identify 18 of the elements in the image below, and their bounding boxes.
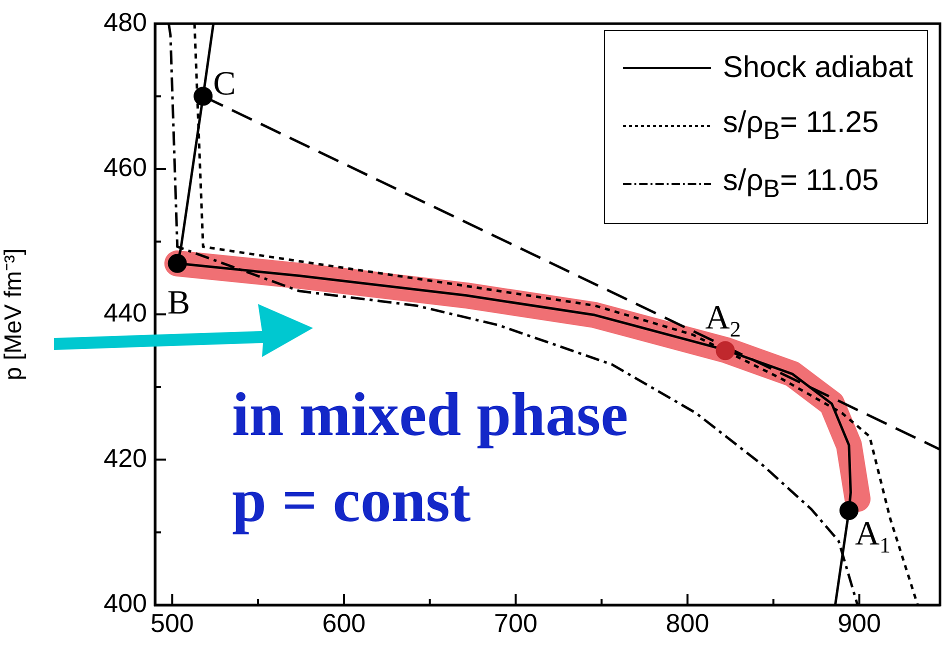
y-tick-label: 480: [104, 6, 147, 37]
annotation: in mixed phase: [232, 380, 628, 451]
x-tick-label: 900: [838, 608, 881, 638]
x-tick-label: 700: [494, 608, 538, 638]
annotation: B: [167, 284, 190, 322]
y-axis-title: p [MeV fm⁻³]: [0, 248, 28, 380]
y-tick-label: 440: [104, 297, 147, 328]
x-tick-label: 600: [322, 608, 366, 638]
annotation: p = const: [232, 466, 472, 537]
y-tick-label: 420: [104, 442, 147, 473]
y-tick-label: 460: [104, 152, 147, 182]
legend-label: Shock adiabat: [722, 51, 913, 85]
y-tick-label: 400: [104, 588, 147, 618]
legend-label: s/ρ$_{B}$= 11.05: [722, 164, 879, 204]
x-tick-label: 800: [666, 608, 710, 638]
legend-label: s/ρ$_{B}$= 11.25: [722, 106, 879, 146]
x-tick-label: 500: [150, 608, 194, 638]
annotation: C: [213, 65, 236, 102]
